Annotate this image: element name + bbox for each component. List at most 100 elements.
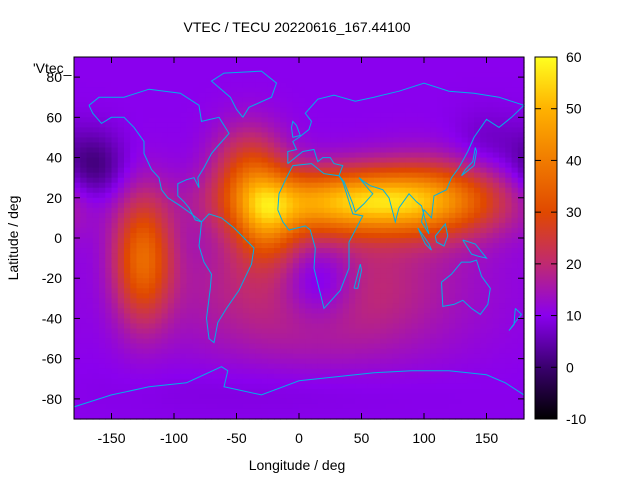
heat-cell [80,102,88,108]
heat-cell [317,197,325,204]
heat-cell [424,142,431,149]
heat-cell [136,268,144,274]
heat-cell [111,127,119,134]
heat-cell [74,238,81,244]
heat-cell [317,288,325,294]
heat-cell [205,363,213,370]
heat-cell [249,373,256,380]
heat-cell [186,398,194,405]
heat-cell [192,393,200,400]
heat-cell [455,152,463,159]
heat-cell [330,157,338,164]
heat-cell [299,333,306,340]
heat-cell [261,62,269,68]
heat-cell [142,227,150,234]
heat-cell [317,187,325,194]
heat-cell [386,273,394,279]
heat-cell [355,348,363,355]
heat-cell [330,182,338,189]
heat-cell [386,87,394,93]
heat-cell [386,298,394,304]
heat-cell [86,112,94,118]
heat-cell [342,398,350,405]
heat-cell [467,132,475,139]
heat-cell [349,363,356,370]
heat-cell [267,162,275,169]
heat-cell [492,243,500,249]
heat-cell [211,348,219,355]
heat-cell [367,298,375,304]
heat-cell [199,328,206,335]
heat-cell [505,102,513,108]
heat-cell [342,167,350,174]
heat-cell [274,122,281,128]
heat-cell [424,102,431,108]
heat-cell [499,278,506,284]
heat-cell [486,298,494,304]
heat-cell [117,57,125,63]
heat-cell [161,253,169,259]
heat-cell [449,328,456,335]
heat-cell [192,202,200,209]
heat-cell [161,338,169,345]
heat-cell [474,313,481,320]
heat-cell [442,137,450,144]
heat-cell [505,373,513,380]
heat-cell [505,308,513,315]
heat-cell [480,388,488,395]
heat-cell [399,393,406,400]
heat-cell [361,207,369,214]
heat-cell [161,182,169,189]
heat-cell [105,202,113,209]
heat-cell [130,288,138,294]
heat-cell [430,222,438,229]
heat-cell [361,238,369,244]
heat-cell [480,323,488,330]
heat-cell [417,253,425,259]
heat-cell [430,117,438,123]
heat-cell [86,147,94,154]
heat-cell [311,132,319,139]
heat-cell [411,253,419,259]
heat-cell [180,212,188,219]
heat-cell [517,182,525,189]
heat-cell [199,283,206,289]
heat-cell [474,122,481,128]
heat-cell [180,313,188,320]
heat-cell [124,142,131,149]
heat-cell [261,393,269,400]
heat-cell [136,122,144,128]
heat-cell [142,192,150,199]
heat-cell [336,313,344,320]
heat-cell [380,167,388,174]
heat-cell [430,187,438,194]
heat-cell [105,87,113,93]
heat-cell [499,172,506,179]
heat-cell [455,323,463,330]
heat-cell [430,333,438,340]
heat-cell [430,232,438,239]
heat-cell [455,107,463,113]
heat-cell [274,383,281,390]
heat-cell [155,157,163,164]
heat-cell [411,258,419,264]
heat-cell [174,152,181,159]
heat-cell [249,283,256,289]
heat-cell [424,217,431,224]
heat-cell [111,253,119,259]
heat-cell [386,77,394,83]
heat-cell [311,368,319,375]
heat-cell [511,97,519,103]
heat-cell [117,187,125,194]
heat-cell [430,348,438,355]
heat-cell [505,162,513,169]
heat-cell [86,293,94,299]
heat-cell [236,182,244,189]
heat-cell [236,388,244,395]
heat-cell [155,92,163,98]
heat-cell [417,227,425,234]
heat-cell [430,263,438,269]
heat-cell [330,117,338,123]
heat-cell [355,147,363,154]
heat-cell [261,373,269,380]
